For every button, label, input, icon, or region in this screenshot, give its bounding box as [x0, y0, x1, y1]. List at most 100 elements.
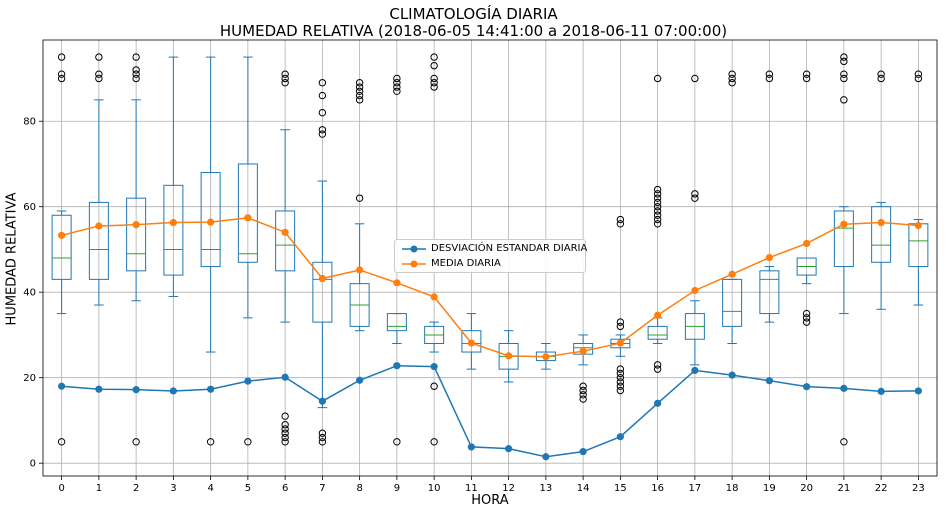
std-point [691, 366, 699, 375]
std-point [542, 453, 550, 461]
y-tick-label: 60 [23, 202, 36, 213]
mean-point [505, 352, 513, 360]
mean-point [616, 339, 624, 347]
mean-point [654, 311, 662, 319]
x-tick-label: 3 [170, 483, 176, 494]
box-outlier [802, 314, 811, 322]
box-outlier [318, 108, 327, 117]
box-outlier [616, 382, 625, 390]
box-outlier [355, 87, 364, 95]
std-point [318, 397, 326, 405]
y-tick-label: 20 [23, 373, 36, 384]
box-outlier [281, 433, 289, 442]
box-outlier [691, 74, 699, 83]
std-point [207, 385, 215, 393]
box-outlier [393, 74, 401, 83]
box-body [237, 163, 258, 263]
box-outlier [318, 433, 327, 442]
box-outlier [653, 203, 662, 211]
mean-line [61, 217, 919, 358]
box-outlier [802, 74, 811, 83]
box-outlier [281, 421, 289, 429]
box-outlier [430, 53, 438, 61]
legend: DESVIACIÓN ESTANDAR DIARIA MEDIA DIARIA [394, 239, 588, 273]
box-outlier [95, 74, 103, 83]
box-outlier [355, 79, 364, 87]
box-outlier [579, 386, 587, 395]
mean-point [430, 293, 438, 301]
box-outlier [430, 74, 438, 83]
x-tick-label: 2 [133, 483, 139, 494]
box-outlier [802, 318, 811, 326]
mean-point [244, 214, 252, 222]
mean-point [467, 339, 475, 347]
box-outlier [281, 74, 289, 83]
x-tick-label: 16 [651, 483, 664, 494]
box-outlier [244, 438, 252, 446]
x-tick-label: 23 [912, 483, 925, 494]
box-outlier [616, 378, 625, 386]
x-tick-label: 6 [282, 483, 288, 494]
box-outlier [653, 365, 662, 373]
box-outlier [579, 391, 587, 399]
std-line [61, 364, 919, 458]
box-body [163, 184, 184, 276]
std-point [430, 362, 438, 371]
std-point [579, 448, 587, 456]
x-tick-label: 15 [614, 483, 627, 494]
box-outlier [653, 207, 662, 215]
x-tick-label: 7 [319, 483, 325, 494]
box-outlier [616, 386, 625, 395]
box-outlier [206, 438, 215, 446]
box-outlier [802, 70, 811, 78]
box-outlier [840, 74, 848, 83]
mean-point [877, 218, 885, 227]
box-outlier [691, 194, 699, 202]
box-outlier [318, 438, 327, 446]
mean-point [765, 253, 773, 262]
box-body [126, 197, 147, 272]
y-axis-label: HUMEDAD RELATIVA [4, 192, 20, 326]
x-tick-label: 10 [428, 483, 441, 494]
std-point [654, 399, 662, 407]
box-outlier [355, 91, 364, 100]
y-tick-label: 0 [30, 459, 36, 470]
axes-frame [42, 39, 938, 477]
box-outlier [281, 429, 289, 437]
box-outlier [57, 53, 66, 61]
box-outlier [132, 66, 140, 74]
std-point [467, 443, 475, 451]
box-outlier [616, 373, 625, 382]
mean-point [914, 221, 922, 230]
box-outlier [653, 211, 662, 219]
box-outlier [393, 438, 401, 446]
box-outlier [132, 438, 140, 446]
x-tick-label: 4 [207, 483, 213, 494]
std-point [505, 445, 513, 453]
std-point [765, 377, 773, 385]
box-outlier [393, 83, 401, 91]
chart-title: CLIMATOLOGÍA DIARIA [389, 5, 558, 23]
x-tick-label: 12 [502, 483, 515, 494]
box-outlier [579, 395, 587, 403]
mean-point [95, 222, 103, 230]
legend-std-label: DESVIACIÓN ESTANDAR DIARIA [431, 243, 588, 254]
box-outlier [653, 190, 662, 198]
box-outlier [318, 79, 327, 87]
mean-point [58, 231, 66, 239]
box-outlier [616, 318, 625, 326]
std-point [728, 371, 736, 379]
box-outlier [840, 53, 848, 61]
std-point [169, 387, 177, 395]
box-outlier [318, 91, 327, 100]
x-tick-label: 0 [58, 483, 64, 494]
y-tick-label: 80 [23, 117, 36, 128]
box-outlier [355, 83, 364, 91]
box-body [88, 201, 109, 280]
box-outlier [616, 365, 625, 373]
box-outlier [318, 429, 327, 437]
mean-point [169, 218, 177, 227]
box-outlier [728, 79, 736, 87]
box-outlier [57, 70, 66, 78]
box-outlier [653, 198, 662, 207]
